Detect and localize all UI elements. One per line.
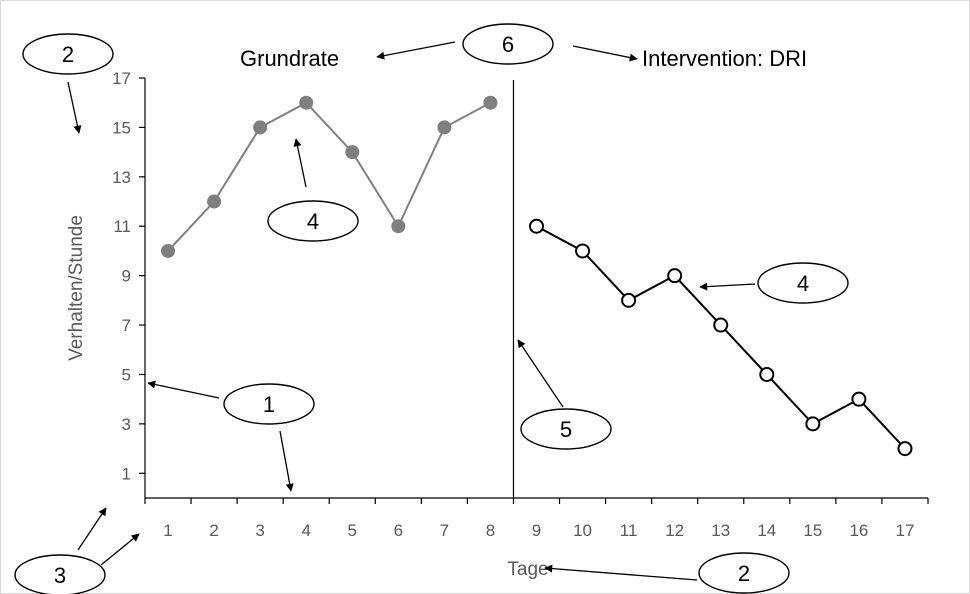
callout-3-number: 3	[54, 563, 66, 588]
y-tick-label: 15	[112, 118, 131, 137]
axes	[144, 78, 928, 499]
x-tick-label: 5	[348, 521, 357, 540]
y-tick-label: 7	[122, 316, 131, 335]
series-line-1	[167, 101, 491, 252]
callout-2-bottom-arrow	[544, 564, 698, 581]
data-point	[437, 120, 452, 135]
phase-label-baseline: Grundrate	[240, 46, 339, 71]
callout-4-baseline-arrow	[293, 138, 307, 188]
x-tick-label: 12	[665, 521, 684, 540]
callouts: 6 2 4 4 1 5	[14, 23, 849, 594]
callout-2-top: 2	[22, 33, 114, 134]
callout-2-top-arrow	[67, 81, 82, 134]
callout-3-arrow-upper	[77, 507, 107, 551]
x-tick-label: 8	[486, 521, 495, 540]
x-tick-label: 3	[255, 521, 264, 540]
y-tick-label: 3	[122, 415, 131, 434]
x-tick-label: 10	[573, 521, 592, 540]
callout-6-arrow-left	[376, 41, 456, 60]
data-point	[161, 243, 176, 258]
data-point	[621, 292, 637, 308]
callout-6-number: 6	[502, 32, 514, 57]
callout-4-intervention-number: 4	[797, 271, 809, 296]
phase-label-intervention: Intervention: DRI	[642, 46, 807, 71]
y-tick-label: 9	[122, 267, 131, 286]
data-point	[207, 194, 222, 209]
data-point	[529, 218, 544, 234]
x-tick-label: 14	[757, 521, 776, 540]
callout-1: 1	[147, 380, 315, 492]
data-point	[483, 95, 498, 110]
x-tick-label: 4	[301, 521, 310, 540]
data-point	[345, 145, 360, 160]
data-point	[299, 95, 314, 110]
x-axis-title: Tage	[507, 559, 548, 580]
y-tick-label: 11	[113, 217, 131, 236]
y-tick-label: 5	[122, 365, 131, 384]
data-point	[805, 416, 821, 432]
callout-6-arrow-right	[572, 45, 638, 62]
callout-1-arrow-down	[279, 430, 294, 492]
callout-5-number: 5	[560, 417, 572, 442]
y-tick-label: 17	[112, 69, 131, 88]
x-tick-label: 1	[163, 521, 172, 540]
x-tick-label: 11	[620, 521, 638, 540]
callout-2-bottom-number: 2	[738, 561, 750, 586]
callout-3: 3	[14, 507, 140, 594]
callout-2-bottom: 2	[544, 552, 790, 594]
y-axis-title: Verhalten/Stunde	[66, 215, 87, 361]
x-tick-label: 9	[532, 521, 541, 540]
x-ticks: 1 2 3 4 5 6 7 8 9 10 11 12 13 14 15 16 17	[144, 498, 929, 540]
data-point	[897, 441, 913, 457]
callout-3-arrow-lower	[100, 533, 140, 566]
x-tick-label: 6	[394, 521, 403, 540]
callout-6: 6	[376, 23, 638, 65]
x-tick-label: 16	[849, 521, 868, 540]
data-point	[759, 366, 775, 382]
y-tick-label: 1	[122, 464, 131, 483]
callout-4-baseline-number: 4	[307, 209, 319, 234]
data-point	[575, 243, 591, 259]
x-tick-label: 17	[896, 521, 915, 540]
x-tick-label: 2	[209, 521, 218, 540]
data-point	[667, 268, 683, 284]
callout-1-arrow-left	[147, 380, 220, 399]
callout-5-arrow	[517, 339, 564, 408]
callout-4-intervention: 4	[699, 262, 849, 304]
callout-4-intervention-arrow	[699, 282, 756, 291]
data-point	[253, 120, 268, 135]
series-layer	[161, 95, 913, 457]
x-tick-label: 15	[803, 521, 822, 540]
data-point	[851, 391, 867, 407]
data-point	[391, 219, 406, 234]
data-point	[713, 317, 729, 333]
callout-1-number: 1	[263, 392, 275, 417]
x-tick-label: 13	[711, 521, 730, 540]
y-tick-label: 13	[112, 168, 131, 187]
callout-5: 5	[517, 339, 612, 450]
callout-2-top-number: 2	[62, 42, 74, 67]
callout-4-baseline: 4	[267, 138, 359, 242]
x-tick-label: 7	[440, 521, 449, 540]
